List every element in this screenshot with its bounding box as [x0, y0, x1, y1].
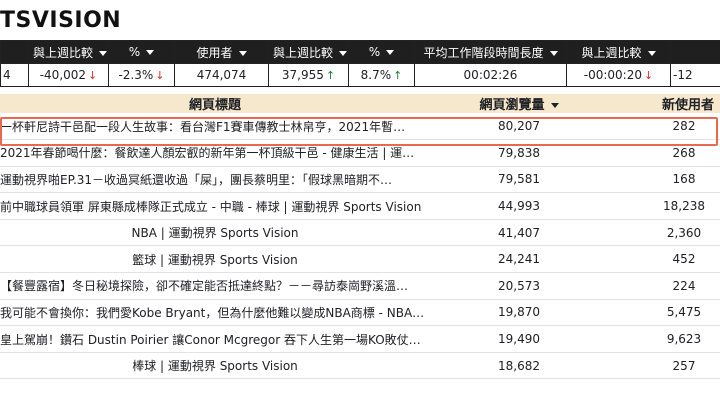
kpi-value-text: 8.7%	[360, 68, 392, 82]
table-row[interactable]: 籃球 | 運動視界 Sports Vision 24,241 452	[0, 245, 720, 274]
new-users-cell: 9,623	[608, 325, 720, 353]
kpi-header-7[interactable]: 與上週比較	[566, 40, 671, 64]
kpi-header-8[interactable]	[670, 40, 720, 64]
arrow-down-icon: ↓	[88, 69, 98, 82]
pageviews-cell: 19,870	[430, 299, 608, 327]
dashboard-title: TSVISION	[0, 8, 122, 33]
sort-desc-icon	[550, 103, 559, 108]
table-row[interactable]: 前中職球員領軍 屏東縣成棒隊正式成立 - 中職 - 棒球 | 運動視界 Spor…	[0, 192, 720, 220]
kpi-value-8: -12	[670, 63, 720, 87]
kpi-header-6[interactable]: 平均工作階段時間長度	[414, 40, 567, 64]
table-row[interactable]: 【餐豐露宿】冬日秘境探險，卻不確定能否抵達終點？－－尋訪泰崗野溪溫… 20,573…	[0, 272, 720, 300]
table-row[interactable]: 運動視界啪EP.31－收過冥紙還收過「屎」，團長蔡明里：「假球黑暗期不… 79,5…	[0, 166, 720, 194]
page-title-table: 網頁標題 網頁瀏覽量 新使用者 一杯軒尼詩干邑配一段人生故事：看台灣F1賽車傳教…	[0, 94, 720, 380]
kpi-header-label: 使用者	[196, 45, 233, 60]
table-row[interactable]: 棒球 | 運動視界 Sports Vision 18,682 257	[0, 352, 720, 380]
kpi-value-7: -00:00:20 ↓	[566, 63, 671, 87]
pageviews-cell: 24,241	[430, 245, 608, 274]
page-title-cell: 【餐豐露宿】冬日秘境探險，卻不確定能否抵達終點？－－尋訪泰崗野溪溫…	[0, 272, 430, 300]
page-title-cell: 我可能不會換你：我們愛Kobe Bryant，但為什麼他難以變成NBA商標 - …	[0, 299, 430, 327]
table-row[interactable]: 2021年春節喝什麼：餐飲達人顏宏叡的新年第一杯頂級干邑 - 健康生活 | 運……	[0, 139, 720, 167]
pageviews-cell: 41,407	[430, 219, 608, 247]
new-users-cell: 224	[608, 272, 720, 300]
kpi-value-2: -2.3% ↓	[108, 63, 175, 87]
kpi-header-0[interactable]	[0, 40, 29, 64]
kpi-header-4[interactable]: 與上週比較	[268, 40, 349, 64]
kpi-value-text: 00:02:26	[463, 68, 518, 82]
kpi-value-text: -2.3%	[118, 68, 154, 82]
pageviews-cell: 80,207	[430, 113, 608, 141]
new-users-cell: 5,475	[608, 299, 720, 327]
table-row[interactable]: NBA | 運動視界 Sports Vision 41,407 2,360	[0, 219, 720, 247]
kpi-header-1[interactable]: 與上週比較	[28, 40, 109, 64]
pageviews-cell: 19,490	[430, 325, 608, 353]
kpi-header-label: 與上週比較	[581, 45, 642, 60]
kpi-header-label: 與上週比較	[33, 45, 94, 60]
dropdown-caret-icon	[339, 50, 348, 56]
page-title-cell: 棒球 | 運動視界 Sports Vision	[0, 352, 430, 380]
kpi-value-text: -12	[673, 68, 693, 82]
page-title-cell: 皇上駕崩！鑽石 Dustin Poirier 讓Conor Mcgregor 吞…	[0, 325, 430, 353]
new-users-cell: 257	[608, 352, 720, 380]
kpi-value-5: 8.7% ↑	[348, 63, 415, 87]
page-title-cell: 2021年春節喝什麼：餐飲達人顏宏叡的新年第一杯頂級干邑 - 健康生活 | 運…	[0, 139, 430, 167]
kpi-header-label: 與上週比較	[273, 45, 334, 60]
page-title-cell: NBA | 運動視界 Sports Vision	[0, 219, 430, 247]
table-row[interactable]: 皇上駕崩！鑽石 Dustin Poirier 讓Conor Mcgregor 吞…	[0, 325, 720, 353]
kpi-value-text: 4	[3, 68, 11, 82]
pageviews-cell: 18,682	[430, 352, 608, 380]
new-users-cell: 268	[608, 139, 720, 167]
kpi-header-label: %	[368, 45, 381, 59]
kpi-value-1: -40,002 ↓	[28, 63, 109, 87]
kpi-header-2[interactable]: %	[108, 40, 175, 64]
column-header-page-title[interactable]: 網頁標題	[0, 94, 430, 113]
pageviews-cell: 79,838	[430, 139, 608, 167]
pageviews-cell: 20,573	[430, 272, 608, 300]
dropdown-caret-icon	[386, 50, 395, 55]
kpi-value-text: 37,955	[281, 68, 324, 82]
dropdown-caret-icon	[647, 50, 656, 56]
kpi-value-text: -40,002	[39, 68, 87, 82]
kpi-value-3: 474,074	[174, 63, 269, 87]
dropdown-caret-icon	[549, 50, 558, 56]
kpi-header-label: %	[128, 45, 141, 59]
kpi-header-label: 平均工作階段時間長度	[423, 45, 544, 60]
kpi-value-6: 00:02:26	[414, 63, 567, 87]
arrow-up-icon: ↑	[325, 69, 336, 82]
column-header-new-users[interactable]: 新使用者	[608, 94, 720, 113]
dropdown-caret-icon	[238, 50, 247, 56]
pageviews-cell: 79,581	[430, 166, 608, 194]
dropdown-caret-icon	[99, 50, 108, 56]
new-users-cell: 452	[608, 245, 720, 274]
kpi-header-5[interactable]: %	[348, 40, 415, 64]
arrow-down-icon: ↓	[644, 69, 654, 82]
page-title-cell: 運動視界啪EP.31－收過冥紙還收過「屎」，團長蔡明里：「假球黑暗期不…	[0, 166, 430, 194]
new-users-cell: 282	[608, 113, 720, 141]
new-users-cell: 2,360	[608, 219, 720, 247]
table-row[interactable]: 一杯軒尼詩干邑配一段人生故事：看台灣F1賽車傳教士林帛亨，2021年暫… 80,2…	[0, 113, 720, 141]
dropdown-caret-icon	[146, 50, 155, 55]
page-title-cell: 籃球 | 運動視界 Sports Vision	[0, 245, 430, 274]
kpi-header-3[interactable]: 使用者	[174, 40, 269, 64]
kpi-value-text: -00:00:20	[583, 68, 642, 82]
kpi-value-text: 474,074	[196, 68, 247, 82]
page-title-cell: 前中職球員領軍 屏東縣成棒隊正式成立 - 中職 - 棒球 | 運動視界 Spor…	[0, 192, 430, 220]
new-users-cell: 18,238	[608, 192, 720, 220]
arrow-down-icon: ↓	[155, 69, 165, 82]
page-title-cell: 一杯軒尼詩干邑配一段人生故事：看台灣F1賽車傳教士林帛亨，2021年暫…	[0, 113, 430, 141]
kpi-value-4: 37,955 ↑	[268, 63, 349, 87]
kpi-scorecard-table: 與上週比較% 使用者 與上週比較% 平均工作階段時間長度 與上週比較 4 -40,002 ↓…	[0, 40, 720, 87]
kpi-value-0: 4	[0, 63, 29, 87]
table-row[interactable]: 我可能不會換你：我們愛Kobe Bryant，但為什麼他難以變成NBA商標 - …	[0, 299, 720, 327]
pageviews-cell: 44,993	[430, 192, 608, 220]
column-header-pageviews[interactable]: 網頁瀏覽量	[430, 94, 608, 113]
new-users-cell: 168	[608, 166, 720, 194]
arrow-up-icon: ↑	[393, 69, 403, 82]
